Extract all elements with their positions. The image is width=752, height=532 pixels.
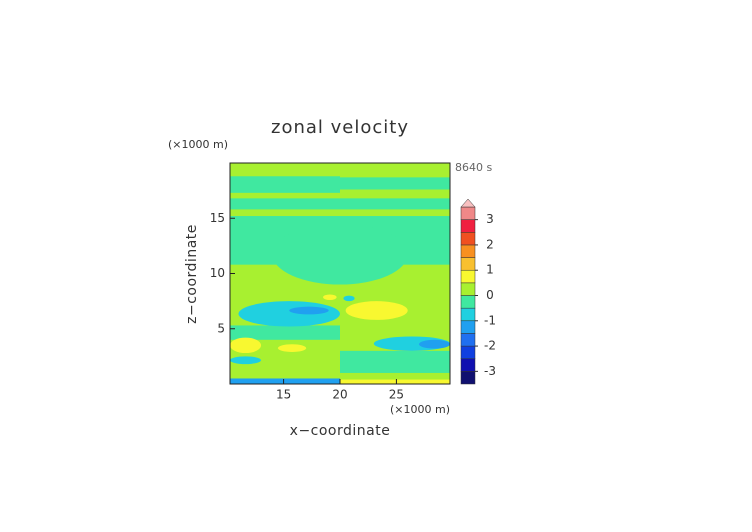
- contour-band: [230, 378, 340, 384]
- contour-band: [340, 350, 450, 373]
- contour-blob: [343, 295, 355, 302]
- contour-blob: [238, 301, 340, 327]
- contour-blob: [289, 306, 329, 315]
- y-tick-label: 10: [210, 266, 225, 280]
- colorbar-cell: [460, 232, 476, 246]
- colorbar-cell: [460, 219, 476, 233]
- contour-blob: [230, 356, 262, 365]
- contour-field: [230, 163, 450, 384]
- colorbar-cell: [460, 320, 476, 334]
- x-tick-label: 25: [389, 388, 404, 402]
- colorbar-cell: [460, 244, 476, 258]
- colorbar-cell: [460, 333, 476, 347]
- time-label: 8640 s: [455, 161, 492, 174]
- colorbar-cell: [460, 295, 476, 309]
- colorbar-tick-label: 1: [486, 263, 494, 277]
- colorbar-extend: [460, 198, 476, 208]
- y-tick-label: 5: [217, 321, 225, 335]
- contour-band: [340, 177, 450, 190]
- y-unit: (×1000 m): [168, 138, 228, 151]
- colorbar-cell: [460, 282, 476, 296]
- contour-blob: [323, 294, 337, 301]
- colorbar-tick-label: 2: [486, 237, 494, 251]
- x-axis-label: x−coordinate: [290, 423, 391, 439]
- contour-blob: [272, 223, 408, 285]
- contour-band: [230, 198, 450, 210]
- colorbar-cell: [460, 269, 476, 284]
- y-axis-label: z−coordinate: [184, 224, 200, 324]
- x-tick-label: 20: [332, 388, 347, 402]
- colorbar-tick-label: 3: [486, 212, 494, 226]
- colorbar-cell: [460, 257, 476, 271]
- colorbar-tick-label: -2: [484, 339, 496, 353]
- colorbar-cell: [460, 307, 476, 322]
- colorbar-cell: [460, 358, 476, 372]
- contour-blob: [345, 301, 408, 320]
- colorbar-tick-label: -1: [484, 313, 496, 327]
- colorbar-cell: [460, 345, 476, 359]
- chart-title: zonal velocity: [271, 117, 409, 138]
- x-tick-label: 15: [276, 388, 291, 402]
- contour-blob: [277, 344, 307, 352]
- x-unit: (×1000 m): [390, 403, 450, 416]
- colorbar-tick-label: 0: [486, 288, 494, 302]
- contour-band: [230, 176, 340, 193]
- colorbar-cell: [460, 206, 476, 220]
- colorbar-cell: [460, 371, 476, 385]
- contour-band: [340, 379, 450, 384]
- contour-band: [230, 325, 340, 340]
- y-tick-label: 15: [210, 211, 225, 225]
- contour-blob: [418, 339, 450, 349]
- colorbar-tick-label: -3: [484, 364, 496, 378]
- contour-blob: [230, 337, 262, 354]
